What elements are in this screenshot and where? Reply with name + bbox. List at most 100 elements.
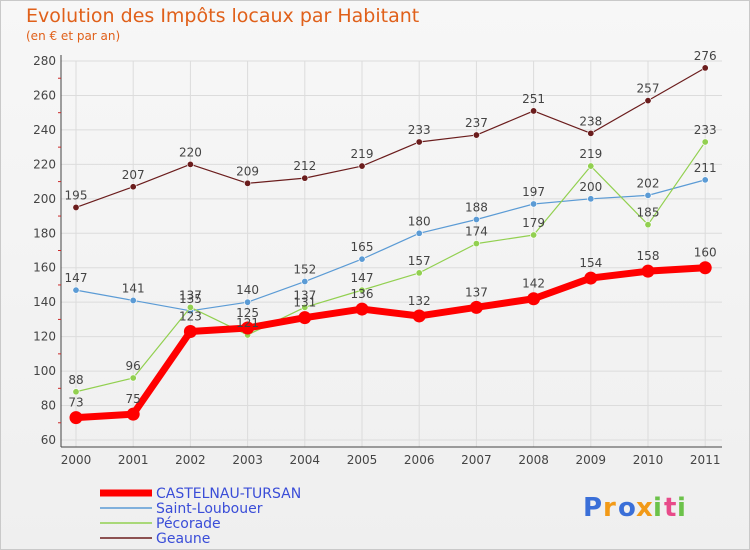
x-tick-label: 2000 — [61, 453, 92, 467]
x-tick-label: 2007 — [461, 453, 492, 467]
data-point — [129, 183, 137, 191]
data-point — [126, 407, 140, 421]
data-label: 276 — [694, 49, 717, 63]
data-label: 219 — [351, 147, 374, 161]
y-tick-label: 280 — [33, 54, 56, 68]
data-label: 137 — [465, 285, 488, 299]
data-point — [358, 255, 366, 263]
data-point — [72, 203, 80, 211]
data-point — [186, 160, 194, 168]
data-label: 160 — [694, 246, 717, 260]
data-label: 121 — [236, 316, 259, 330]
data-label: 212 — [293, 159, 316, 173]
data-point — [644, 97, 652, 105]
x-tick-label: 2001 — [118, 453, 149, 467]
data-point — [587, 162, 595, 170]
data-point — [641, 264, 655, 278]
legend-label: Pécorade — [156, 516, 221, 532]
data-label: 158 — [637, 249, 660, 263]
data-point — [530, 200, 538, 208]
data-point — [244, 298, 252, 306]
data-point — [186, 303, 194, 311]
y-tick-label: 180 — [33, 226, 56, 240]
x-tick-label: 2002 — [175, 453, 206, 467]
data-label: 141 — [122, 281, 145, 295]
data-label: 125 — [236, 306, 259, 320]
data-label: 137 — [293, 288, 316, 302]
data-point — [301, 278, 309, 286]
y-tick-label: 260 — [33, 88, 56, 102]
x-tick-label: 2003 — [232, 453, 263, 467]
data-label: 152 — [293, 263, 316, 277]
logo-letter: o — [618, 493, 636, 523]
data-point — [244, 179, 252, 187]
logo-letter: P — [583, 493, 602, 523]
data-point — [472, 240, 480, 248]
logo-letter: i — [677, 493, 686, 523]
data-label: 220 — [179, 145, 202, 159]
data-point — [527, 292, 541, 306]
x-tick-label: 2010 — [633, 453, 664, 467]
data-label: 251 — [522, 92, 545, 106]
data-point — [584, 271, 598, 285]
data-label: 157 — [408, 254, 431, 268]
data-point — [587, 195, 595, 203]
data-label: 207 — [122, 168, 145, 182]
logo-letter: r — [603, 493, 616, 523]
data-label: 233 — [408, 123, 431, 137]
x-tick-label: 2008 — [518, 453, 549, 467]
data-point — [469, 300, 483, 314]
y-tick-label: 80 — [41, 399, 56, 413]
data-point — [69, 411, 83, 425]
data-label: 123 — [179, 309, 202, 323]
data-point — [530, 231, 538, 239]
data-point — [241, 321, 255, 335]
data-point — [415, 138, 423, 146]
series — [69, 64, 712, 425]
legend: CASTELNAU-TURSANSaint-LoubouerPécoradeGe… — [100, 486, 301, 547]
data-label: 202 — [637, 176, 660, 190]
data-point — [358, 286, 366, 294]
data-point — [355, 302, 369, 316]
data-label: 147 — [65, 271, 88, 285]
data-label: 209 — [236, 164, 259, 178]
y-tick-label: 220 — [33, 157, 56, 171]
series-line — [75, 179, 706, 312]
legend-label: CASTELNAU-TURSAN — [156, 486, 301, 502]
data-label: 132 — [408, 294, 431, 308]
data-point — [701, 176, 709, 184]
data-point — [701, 138, 709, 146]
x-tick-label: 2005 — [347, 453, 378, 467]
data-point — [298, 311, 312, 325]
data-point — [472, 131, 480, 139]
data-point — [701, 64, 709, 72]
data-point — [472, 215, 480, 223]
logo-letter: x — [636, 493, 653, 523]
data-point — [644, 191, 652, 199]
data-point — [412, 309, 426, 323]
series-line — [75, 264, 706, 422]
data-label: 188 — [465, 200, 488, 214]
data-label: 238 — [579, 114, 602, 128]
data-label: 179 — [522, 216, 545, 230]
data-point — [72, 388, 80, 396]
x-tick-label: 2009 — [576, 453, 607, 467]
data-label: 200 — [579, 180, 602, 194]
y-tick-label: 200 — [33, 192, 56, 206]
y-tick-label: 100 — [33, 364, 56, 378]
data-point — [644, 221, 652, 229]
y-tick-label: 120 — [33, 330, 56, 344]
x-tick-label: 2004 — [290, 453, 321, 467]
data-label: 219 — [579, 147, 602, 161]
series-line — [75, 141, 706, 393]
data-point — [415, 269, 423, 277]
data-label: 135 — [179, 292, 202, 306]
data-point — [129, 374, 137, 382]
data-point — [301, 303, 309, 311]
data-label: 136 — [351, 287, 374, 301]
data-labels: 195 207 220 209 212 219 233 237 251 238 257 276 147 1… — [65, 49, 717, 410]
y-tick-label: 240 — [33, 123, 56, 137]
x-tick-label: 2006 — [404, 453, 435, 467]
data-point — [415, 229, 423, 237]
